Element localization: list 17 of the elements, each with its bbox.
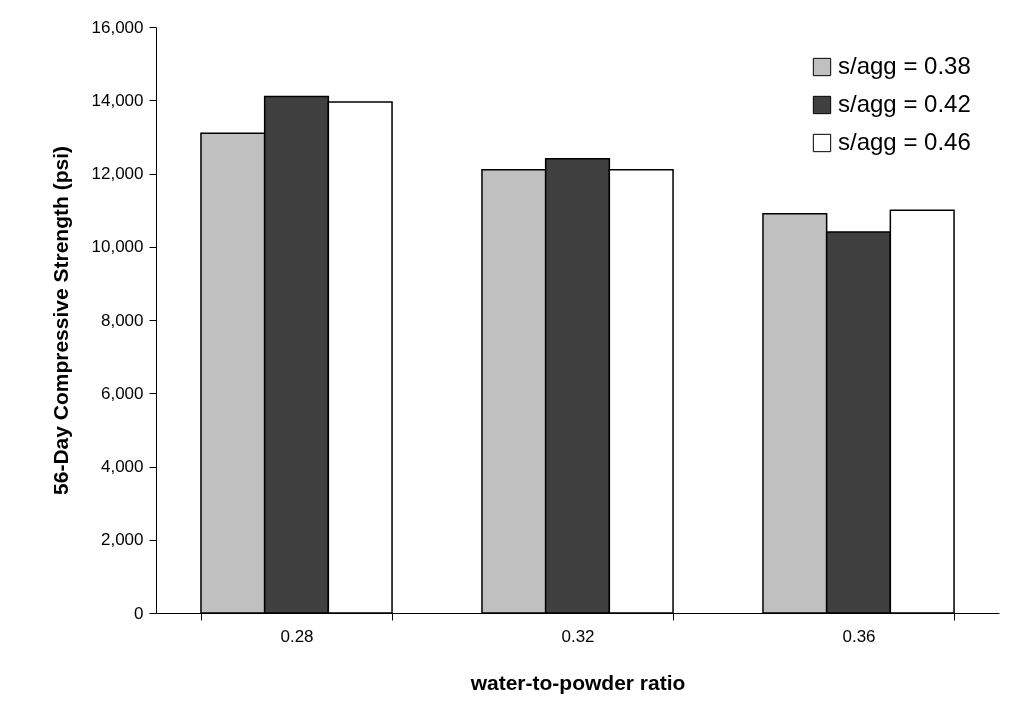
y-tick-label: 10,000 (91, 237, 144, 257)
legend-label: s/agg = 0.38 (838, 52, 971, 79)
y-tick-label: 14,000 (91, 90, 144, 110)
y-tick-label: 2,000 (100, 530, 144, 550)
y-tick-label: 8,000 (100, 310, 144, 330)
x-axis-title: water-to-powder ratio (469, 670, 686, 694)
legend-label: s/agg = 0.42 (838, 90, 971, 117)
y-tick-label: 0 (134, 603, 144, 623)
x-tick-label: 0.28 (280, 626, 314, 646)
y-axis-title: 56-Day Compressive Strength (psi) (48, 146, 72, 495)
y-tick-label: 6,000 (100, 383, 144, 403)
x-tick-label: 0.32 (561, 626, 595, 646)
y-tick-label: 16,000 (91, 17, 144, 37)
x-tick-label: 0.36 (842, 626, 876, 646)
y-tick-label: 4,000 (100, 457, 144, 476)
y-tick-label: 12,000 (91, 164, 144, 183)
legend-label: s/agg = 0.46 (838, 128, 971, 155)
